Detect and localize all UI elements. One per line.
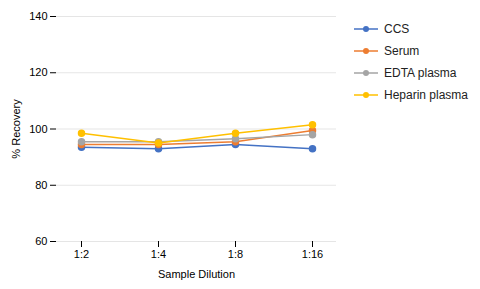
- svg-text:% Recovery: % Recovery: [10, 99, 22, 159]
- svg-text:60: 60: [35, 235, 47, 247]
- svg-text:1:2: 1:2: [74, 248, 89, 260]
- svg-text:120: 120: [29, 66, 47, 78]
- svg-text:140: 140: [29, 10, 47, 22]
- html-text:Serum: Serum: [384, 44, 420, 58]
- svg-text:80: 80: [35, 179, 47, 191]
- html-text:EDTA plasma: EDTA plasma: [384, 66, 457, 80]
- html-text:Heparin plasma: Heparin plasma: [384, 88, 468, 102]
- svg-text:100: 100: [29, 123, 47, 135]
- svg-text:1:4: 1:4: [151, 248, 166, 260]
- svg-text:Sample Dilution: Sample Dilution: [158, 268, 235, 280]
- svg-text:1:8: 1:8: [228, 248, 243, 260]
- html-text:CCS: CCS: [384, 22, 410, 36]
- svg-text:1:16: 1:16: [302, 248, 323, 260]
